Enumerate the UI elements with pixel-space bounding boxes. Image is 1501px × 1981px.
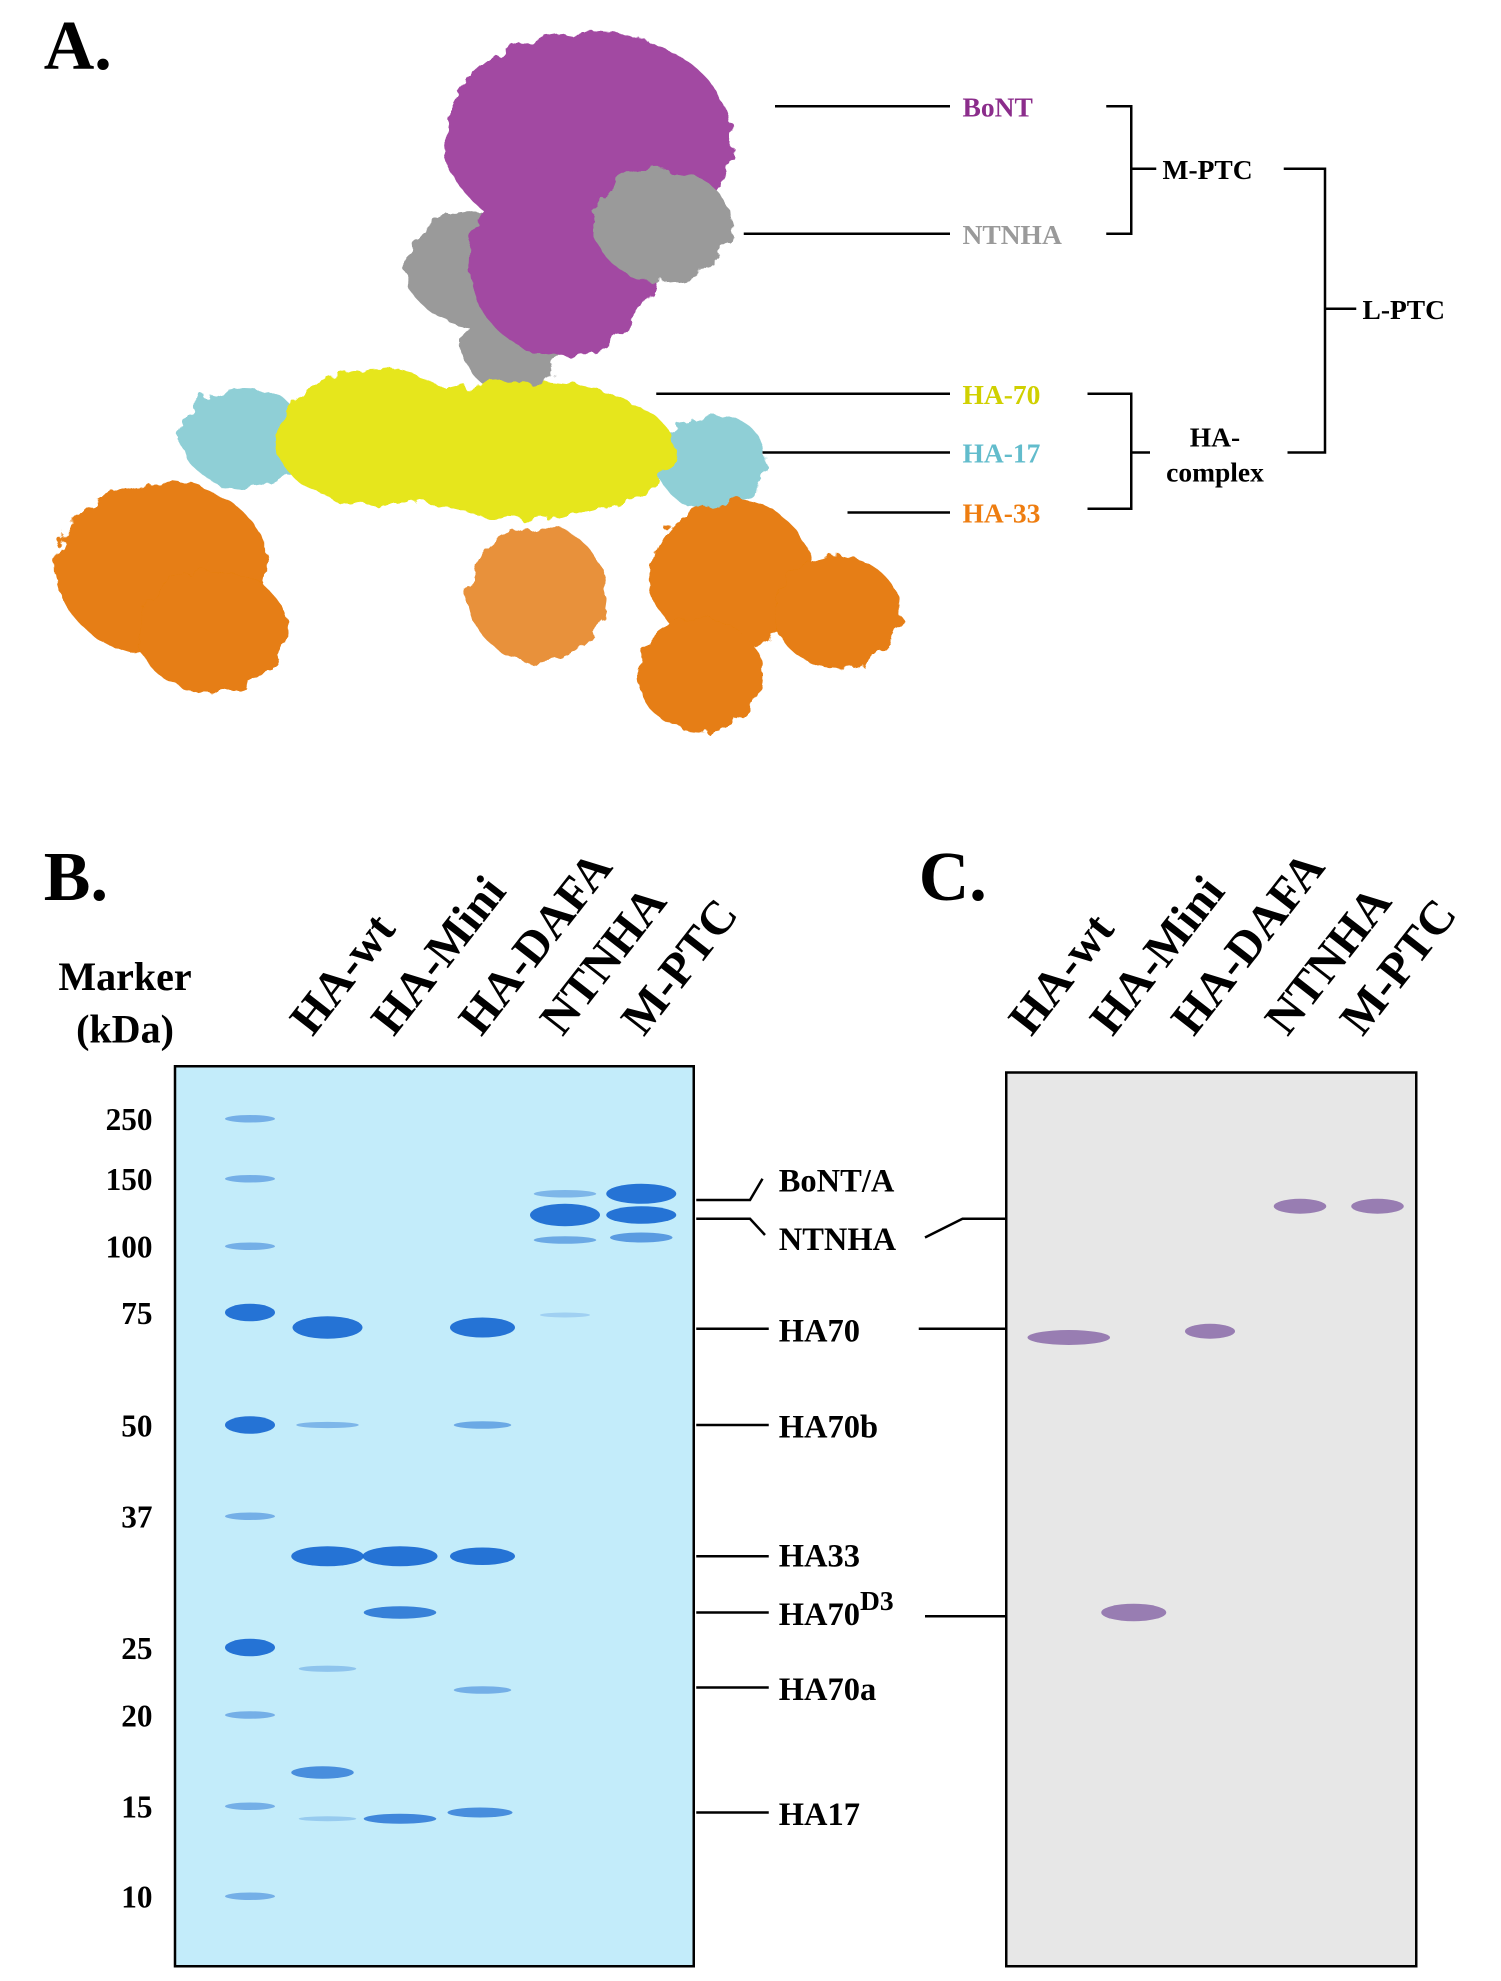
gel-band xyxy=(1101,1603,1167,1622)
band-label: BoNT/A xyxy=(779,1163,895,1199)
brackets xyxy=(1087,105,1357,510)
gel-band xyxy=(540,1312,590,1318)
band-label: HA17 xyxy=(779,1797,860,1833)
gel-band xyxy=(292,1316,363,1339)
group-label: L-PTC xyxy=(1363,294,1446,325)
gel-band xyxy=(291,1546,364,1567)
band-label-text: HA70 xyxy=(779,1597,860,1633)
gel-band xyxy=(224,1242,275,1250)
component-label: HA-70 xyxy=(962,379,1040,410)
panel-label: A. xyxy=(44,8,112,85)
gel-band xyxy=(606,1206,677,1224)
gel-band xyxy=(453,1421,512,1429)
group-label: HA- xyxy=(1190,421,1240,452)
protein-structure xyxy=(56,31,900,732)
gel-band xyxy=(362,1546,438,1567)
marker-size: 37 xyxy=(121,1499,152,1534)
marker-size: 100 xyxy=(106,1230,153,1265)
marker-title: (kDa) xyxy=(76,1007,174,1052)
marker-size: 50 xyxy=(121,1408,152,1443)
gel-band xyxy=(533,1190,597,1198)
gel-band xyxy=(363,1606,437,1619)
panel-label: C. xyxy=(919,839,987,916)
marker-size: 20 xyxy=(121,1698,152,1733)
gel-band xyxy=(298,1665,357,1672)
gel-band xyxy=(606,1183,677,1204)
band-label-sup: D3 xyxy=(860,1585,894,1616)
component-label: BoNT xyxy=(962,91,1032,122)
band-connectors xyxy=(696,1178,1007,1814)
gel-band xyxy=(1273,1198,1327,1214)
gel-band xyxy=(224,1892,275,1900)
gel-band xyxy=(224,1416,275,1434)
band-label: HA70a xyxy=(779,1672,877,1708)
band-label: NTNHA xyxy=(779,1222,897,1258)
gel-band xyxy=(224,1638,275,1657)
gel-band xyxy=(1027,1330,1110,1345)
gel-band xyxy=(453,1686,512,1694)
component-label: NTNHA xyxy=(962,219,1061,250)
gel-band xyxy=(291,1766,354,1779)
group-label: M-PTC xyxy=(1163,154,1253,185)
gel-band xyxy=(449,1547,515,1565)
gel-band xyxy=(224,1115,275,1123)
component-label: HA-33 xyxy=(962,498,1040,529)
gel-band xyxy=(447,1807,513,1818)
gel-band xyxy=(296,1421,359,1429)
band-label: HA70D3 xyxy=(779,1585,894,1633)
band-label: HA33 xyxy=(779,1538,860,1574)
gel-band xyxy=(298,1816,357,1822)
gel-band xyxy=(224,1711,275,1719)
gel-band xyxy=(610,1232,673,1243)
gel-band xyxy=(449,1317,515,1338)
gel-band xyxy=(224,1802,275,1810)
gel-band xyxy=(224,1303,275,1322)
band-label: HA70b xyxy=(779,1409,878,1445)
gel-band xyxy=(530,1203,600,1227)
gel-c xyxy=(1004,1071,1418,1968)
gel-band xyxy=(224,1512,275,1520)
gel-band xyxy=(224,1175,275,1183)
panel-label: B. xyxy=(44,839,108,916)
marker-size: 250 xyxy=(106,1102,153,1137)
marker-title: Marker xyxy=(58,954,191,999)
gel-band xyxy=(1351,1198,1404,1214)
gel-band xyxy=(533,1236,597,1244)
band-label: HA70 xyxy=(779,1313,860,1349)
marker-size: 10 xyxy=(121,1879,152,1914)
gel-band xyxy=(1185,1323,1235,1339)
gel-band xyxy=(363,1813,437,1824)
marker-size: 75 xyxy=(121,1296,152,1331)
gel-bands xyxy=(224,1115,1404,1900)
group-label: complex xyxy=(1166,456,1264,487)
marker-size: 25 xyxy=(121,1631,152,1666)
marker-size: 15 xyxy=(121,1789,152,1824)
component-label: HA-17 xyxy=(962,438,1040,469)
marker-size: 150 xyxy=(106,1162,153,1197)
